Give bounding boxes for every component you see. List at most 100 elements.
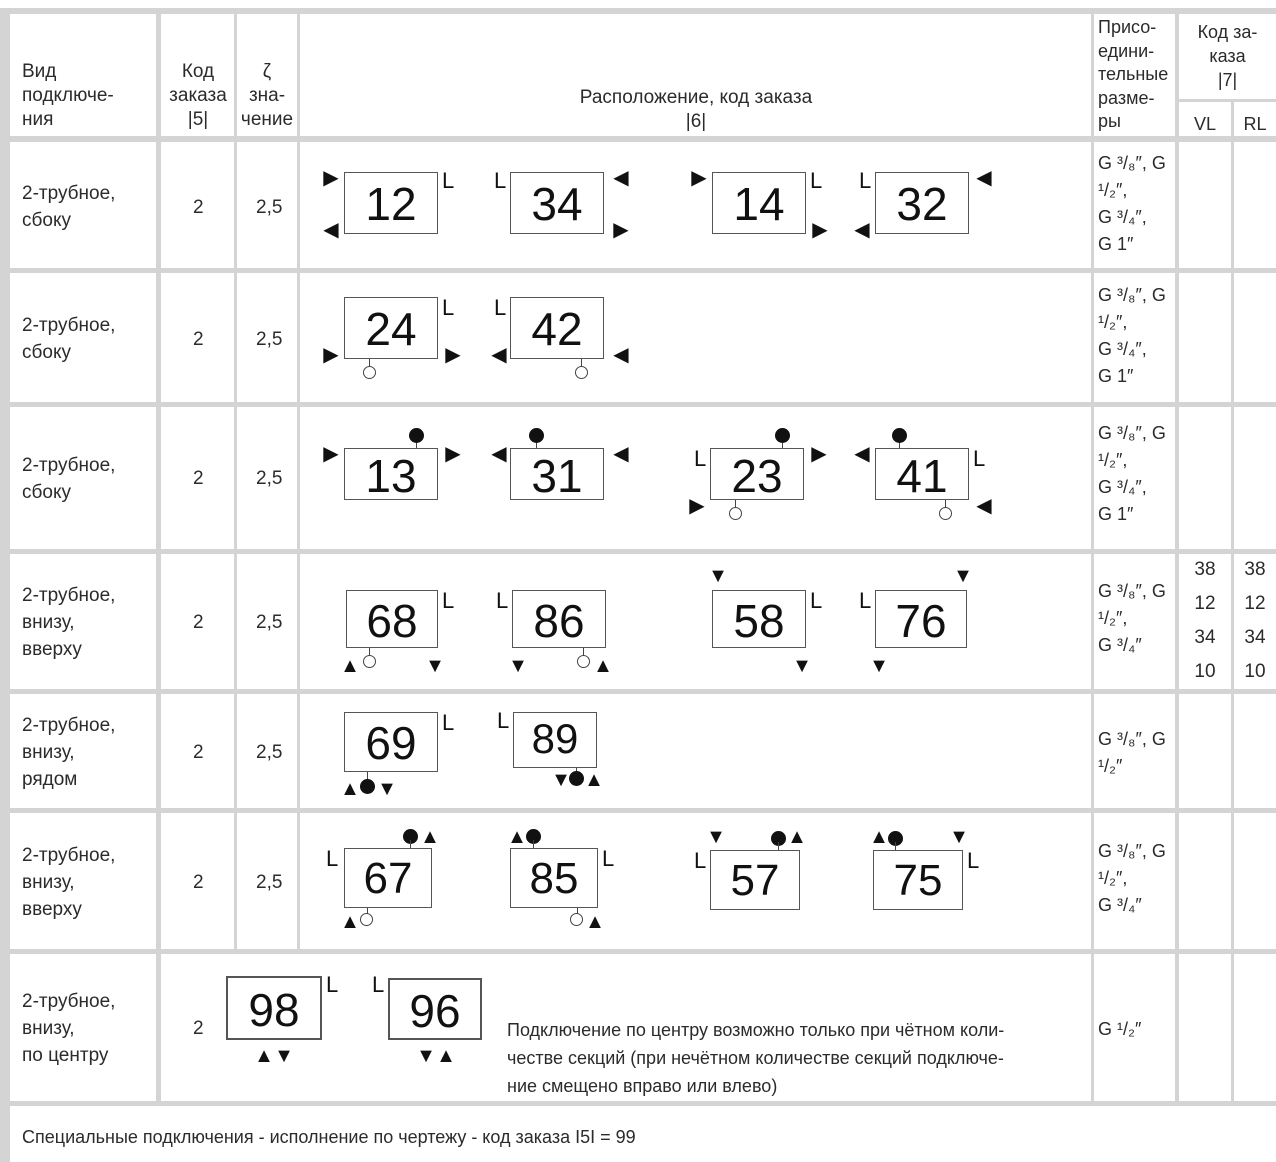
header-order-code-7: Код за- каза |7| — [1197, 22, 1258, 90]
connector-stem — [533, 840, 534, 848]
position-box-96: 96 — [388, 978, 482, 1040]
position-code-34: 34 — [531, 178, 583, 230]
l-label: L — [967, 848, 980, 873]
row3-size-3: G 1″ — [1098, 504, 1134, 524]
arrow-up-icon: ▲ — [584, 769, 604, 791]
row2-type: 2-трубное, сбоку — [22, 315, 116, 363]
connector-stem — [536, 438, 537, 448]
position-code-42: 42 — [531, 303, 583, 355]
position-code-12: 12 — [365, 178, 417, 230]
row3-size-2: G ³/₄″, — [1098, 477, 1147, 497]
row5-type: 2-трубное, внизу, рядом — [22, 715, 116, 790]
position-code-57: 57 — [730, 856, 780, 905]
rl-code-3: 34 — [1244, 627, 1266, 648]
position-box-68: 68 — [346, 590, 438, 648]
l-label: L — [497, 708, 510, 733]
rl-code-2: 12 — [1244, 593, 1266, 614]
row2-size-1: G ³/₈″, G ¹/₂″, — [1098, 285, 1166, 332]
arrow-left-icon: ◀ — [613, 443, 629, 465]
position-code-23: 23 — [731, 450, 783, 502]
connector-stem — [369, 359, 370, 367]
row6-type: 2-трубное, внизу, вверху — [22, 845, 116, 920]
vent-dot-icon — [409, 428, 424, 443]
position-box-67: 67 — [344, 848, 432, 908]
row4-zeta: 2,5 — [256, 612, 283, 633]
vl-code-4: 10 — [1194, 661, 1216, 682]
connector-stem — [778, 842, 779, 850]
row5-code: 2 — [193, 742, 204, 763]
row3-code: 2 — [193, 468, 204, 489]
row3-zeta: 2,5 — [256, 468, 283, 489]
position-code-41: 41 — [896, 450, 948, 502]
position-box-75: 75 — [873, 850, 963, 910]
position-code-67: 67 — [363, 854, 413, 903]
connector-stem — [581, 359, 582, 367]
row1-zeta: 2,5 — [256, 197, 283, 218]
row6-size-2: G ³/₄″ — [1098, 895, 1142, 915]
position-code-96: 96 — [409, 985, 461, 1037]
arrow-right-icon: ▶ — [445, 443, 461, 465]
l-label: L — [442, 295, 455, 320]
position-box-31: 31 — [510, 448, 604, 500]
position-code-24: 24 — [365, 303, 417, 355]
arrow-left-icon: ◀ — [613, 344, 629, 366]
header-vl: VL — [1193, 114, 1217, 134]
vent-dot-icon — [526, 829, 541, 844]
rl-code-4: 10 — [1244, 661, 1266, 682]
row3-sizes: G ³/₈″, G ¹/₂″, G ³/₄″, G 1″ — [1098, 420, 1178, 528]
connector-stem — [735, 500, 736, 508]
position-box-42: 42 — [510, 297, 604, 359]
row1-code: 2 — [193, 197, 204, 218]
l-label: L — [859, 588, 872, 613]
row6-size-1: G ³/₈″, G ¹/₂″, — [1098, 841, 1166, 888]
vent-dot-icon — [529, 428, 544, 443]
position-box-32: 32 — [875, 172, 969, 234]
position-box-57: 57 — [710, 850, 800, 910]
vent-dot-icon — [775, 428, 790, 443]
row7-sizes: G ¹/₂″ — [1098, 1016, 1178, 1043]
row4-type: 2-трубное, внизу, вверху — [22, 585, 116, 660]
center-connection-note: Подключение по центру возможно только пр… — [507, 1020, 1005, 1096]
arrow-up-icon: ▲ — [420, 826, 440, 848]
arrow-right-icon: ▶ — [613, 219, 629, 241]
vl-code-3: 34 — [1194, 627, 1216, 648]
l-label: L — [602, 846, 615, 871]
vent-dot-icon — [771, 831, 786, 846]
connector-stem — [782, 438, 783, 448]
l-label: L — [442, 168, 455, 193]
arrow-up-icon: ▲ — [340, 911, 360, 933]
header-zeta: ζ зна- чение — [240, 61, 294, 130]
row4-size-1: G ³/₈″, G ¹/₂″, — [1098, 581, 1166, 628]
arrow-right-icon: ▶ — [811, 443, 827, 465]
drain-valve-icon — [570, 913, 583, 926]
position-code-98: 98 — [248, 984, 300, 1036]
arrow-up-icon: ▲ — [340, 778, 360, 800]
position-box-34: 34 — [510, 172, 604, 234]
arrow-up-icon: ▲ — [254, 1045, 274, 1067]
header-rl: RL — [1243, 114, 1267, 134]
l-label: L — [494, 295, 507, 320]
arrow-up-icon: ▲ — [593, 655, 613, 677]
connector-stem — [895, 842, 896, 850]
l-label: L — [810, 588, 823, 613]
connector-stem — [416, 438, 417, 448]
row1-sizes: G ³/₈″, G ¹/₂″, G ³/₄″, G 1″ — [1098, 150, 1178, 258]
arrow-right-icon: ▶ — [445, 344, 461, 366]
vent-dot-icon — [888, 831, 903, 846]
position-code-89: 89 — [531, 715, 579, 762]
position-box-85: 85 — [510, 848, 598, 908]
position-box-76: 76 — [875, 590, 967, 648]
arrow-left-icon: ◀ — [976, 167, 992, 189]
row4-code: 2 — [193, 612, 204, 633]
connector-stem — [583, 648, 584, 656]
position-box-24: 24 — [344, 297, 438, 359]
arrow-up-icon: ▲ — [436, 1045, 456, 1067]
position-code-14: 14 — [733, 178, 785, 230]
header-connection-type: Вид подключе- ния — [22, 61, 114, 130]
connector-stem — [410, 840, 411, 848]
position-code-76: 76 — [895, 595, 947, 647]
row4-size-2: G ³/₄″ — [1098, 635, 1142, 655]
rl-code-1: 38 — [1244, 559, 1266, 580]
arrow-left-icon: ◀ — [491, 443, 507, 465]
row6-zeta: 2,5 — [256, 872, 283, 893]
